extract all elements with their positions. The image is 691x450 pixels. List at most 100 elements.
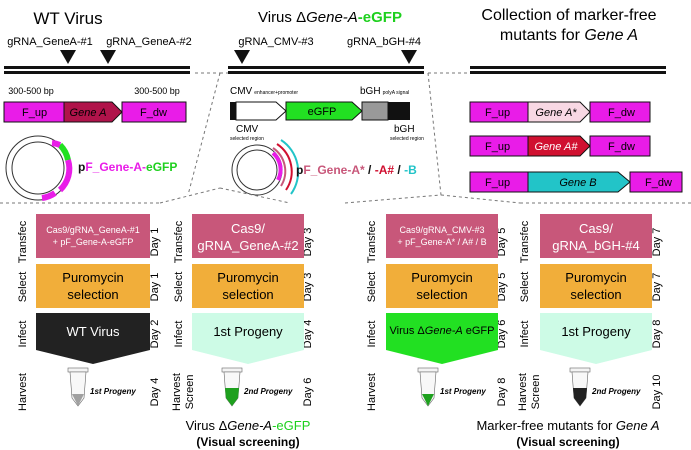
col3-select-box <box>386 264 498 308</box>
title-virus-delta: Virus ΔGene-A-eGFP <box>258 9 402 26</box>
col2-tube-label: 2nd Progeny <box>243 387 293 396</box>
f-dw-label: F_dw <box>140 107 167 119</box>
col4-transfec-line1: Cas9/ <box>579 221 613 236</box>
col2-transfec-line1: Cas9/ <box>231 221 265 236</box>
col3-transfec-line2: + pF_Gene-A* / A# / B <box>397 237 486 247</box>
egfp-arrow <box>285 101 363 121</box>
title-collection-line2: mutants for Gene A <box>500 27 638 44</box>
col4-infect-label: 1st Progeny <box>561 324 631 339</box>
col1-transfec-line2: + pF_Gene-A-eGFP <box>53 237 134 247</box>
dashed-connectors <box>0 72 691 204</box>
col4-select-line2: selection <box>570 287 621 302</box>
col4-select-line1: Puromycin <box>565 270 626 285</box>
f-up-label: F_up <box>22 107 47 119</box>
connector-3 <box>187 72 221 196</box>
genome-line-bottom <box>4 71 190 74</box>
cut-site-2-marker <box>100 50 116 64</box>
col4-infect-box <box>540 313 652 364</box>
col2-select-line1: Puromycin <box>217 270 278 285</box>
egfp-label: eGFP <box>308 106 337 118</box>
col1-tube-label: 1st Progeny <box>90 387 136 396</box>
col3-day-infect: Day 6 <box>496 320 508 349</box>
row-label-harvest-1: Harvest <box>17 373 29 411</box>
title-wt-virus: WT Virus <box>33 9 102 28</box>
row-label-infect-4: Infect <box>519 321 531 348</box>
genome-line-bottom-2 <box>228 71 424 74</box>
wt-genome-panel: gRNA_GeneA-#1 gRNA_GeneA-#2 300-500 bp 3… <box>3 36 192 201</box>
col1-day-select: Day 1 <box>149 273 161 302</box>
col1-tube-icon <box>67 367 89 407</box>
row-label-infect-1: Infect <box>17 321 29 348</box>
f-dw-box-star <box>589 101 651 123</box>
col1-infect-label: WT Virus <box>67 324 120 339</box>
grna-bgh4-label: gRNA_bGH-#4 <box>347 36 421 48</box>
grna-cmv3-label: gRNA_CMV-#3 <box>238 36 313 48</box>
cmv-region-sub: selected region <box>230 136 264 142</box>
row-label-screen-4: Screen <box>530 375 542 410</box>
collection-panel: F_up Gene A* F_dw F_up Gene A# F_dw F_up… <box>469 66 683 193</box>
bgh-selected-block <box>388 102 410 120</box>
col4-tube-label: 2nd Progeny <box>591 387 641 396</box>
plasmid-2-insert <box>271 151 283 181</box>
row-label-harvest-4: Harvest <box>517 373 529 411</box>
genome-line-top <box>4 66 190 69</box>
col4-day-transfec: Day 7 <box>651 228 663 257</box>
gene-a-star-label: Gene A* <box>535 107 577 119</box>
gene-b-label: Gene B <box>559 177 596 189</box>
gene-b-arrow <box>527 171 631 193</box>
connector-7 <box>159 187 221 204</box>
f-dw-label-hash: F_dw <box>608 141 635 153</box>
col4-transfec-box <box>540 214 652 258</box>
plasmid-2-label: pF_Gene-A* / -A# / -B <box>296 163 417 177</box>
col4-day-harvest: Day 10 <box>651 375 663 410</box>
gene-a-hash-arrow <box>527 135 591 157</box>
genome-line-top-3 <box>470 66 666 69</box>
cut-site-4-marker <box>401 50 417 64</box>
col2-transfec-box <box>192 214 304 258</box>
cmv-header: CMV enhancer+promoter <box>230 86 298 97</box>
row-label-transfec-4: Transfec <box>519 220 531 263</box>
f-dw-box-hash <box>589 135 651 157</box>
f-dw-box <box>121 101 187 123</box>
row-label-transfec-2: Transfec <box>173 220 185 263</box>
col4-transfec-line2: gRNA_bGH-#4 <box>552 238 639 253</box>
plasmid-2-arc-hash <box>276 143 293 191</box>
grna-genea2-label: gRNA_GeneA-#2 <box>106 36 192 48</box>
row-label-infect-2: Infect <box>173 321 185 348</box>
gene-a-hash-label: Gene A# <box>534 141 578 153</box>
row-label-select-4: Select <box>519 272 531 303</box>
row-label-transfec-1: Transfec <box>17 220 29 263</box>
col1-transfec-line1: Cas9/gRNA_GeneA-#1 <box>46 225 140 235</box>
cut-site-3-marker <box>234 50 250 64</box>
delta-virus-panel: gRNA_CMV-#3 gRNA_bGH-#4 CMV enhancer+prom… <box>228 36 424 196</box>
col1-day-transfec: Day 1 <box>149 228 161 257</box>
col4-select-box <box>540 264 652 308</box>
bgh-polya-box <box>361 101 389 121</box>
connector-10 <box>440 194 521 204</box>
row-label-harvest-2: Harvest <box>171 373 183 411</box>
f-up-label-star: F_up <box>485 107 510 119</box>
workflow-column-2: Cas9/ gRNA_GeneA-#2 Puromycin selection … <box>192 214 304 407</box>
grna-genea1-label: gRNA_GeneA-#1 <box>7 36 93 48</box>
plasmid-2-inner <box>236 149 278 191</box>
row-label-select-2: Select <box>173 272 185 303</box>
connector-9 <box>344 194 442 204</box>
col3-tube-label: 1st Progeny <box>440 387 486 396</box>
workflow-column-4: Cas9/ gRNA_bGH-#4 Puromycin selection 1s… <box>540 214 652 407</box>
plasmid-1-inner <box>11 141 65 195</box>
col1-select-box <box>36 264 150 308</box>
col4-tube-icon <box>569 367 591 407</box>
plasmid-1-fup-segment <box>51 140 62 148</box>
col1-select-line1: Puromycin <box>62 270 123 285</box>
gene-a-arrow <box>63 101 123 123</box>
plasmid-1-extra-segment <box>41 190 57 201</box>
row-label-select-3: Select <box>366 272 378 303</box>
row-labels: Transfec Select Infect Harvest Transfec … <box>17 220 542 411</box>
plasmid-1-egfp-segment <box>57 142 71 161</box>
col4-day-select: Day 7 <box>651 273 663 302</box>
cut-site-1-marker <box>60 50 76 64</box>
bgh-region-label: bGH <box>394 124 415 135</box>
genome-line-bottom-3 <box>470 71 666 74</box>
col2-infect-label: 1st Progeny <box>213 324 283 339</box>
